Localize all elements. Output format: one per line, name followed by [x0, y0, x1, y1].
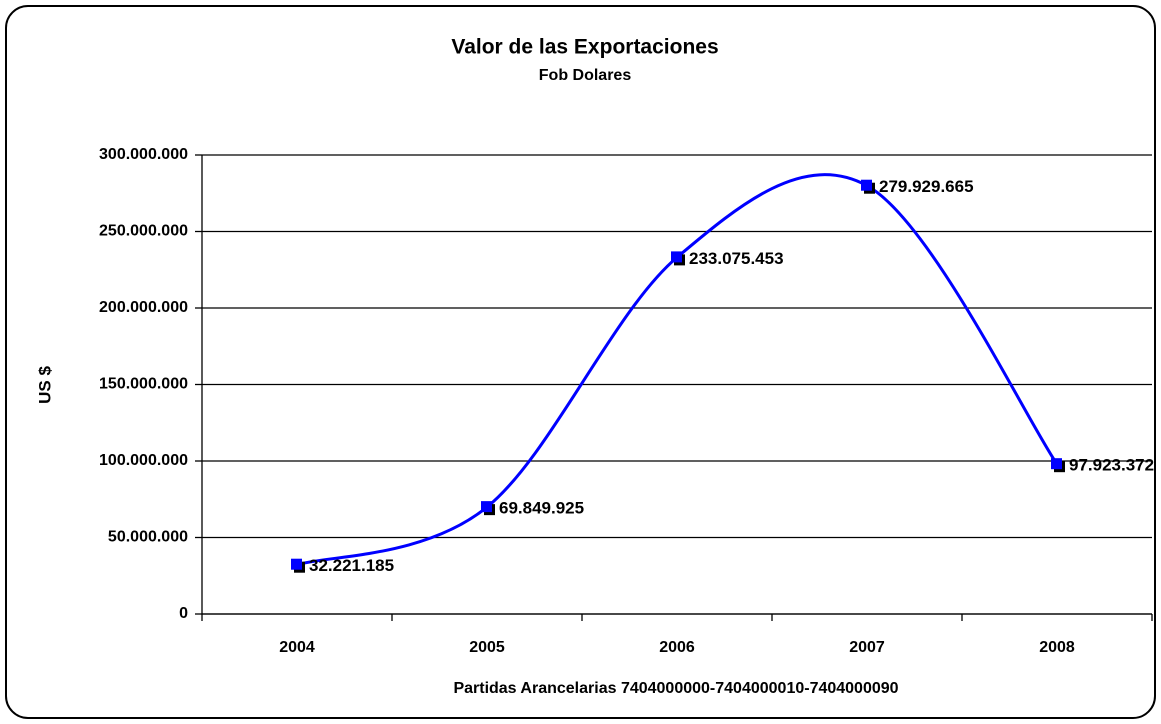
marker [671, 251, 682, 263]
data-label: 32.221.185 [309, 556, 394, 575]
x-tick-label: 2007 [849, 639, 885, 656]
y-axis-label: US $ [35, 366, 54, 404]
x-tick-label: 2008 [1039, 639, 1075, 656]
y-tick-label: 100.000.000 [99, 452, 188, 469]
marker [1051, 458, 1062, 470]
marker [481, 501, 492, 513]
data-label: 69.849.925 [499, 499, 584, 518]
marker [291, 558, 302, 570]
y-tick-label: 150.000.000 [99, 376, 188, 393]
y-tick-label: 250.000.000 [99, 223, 188, 240]
y-tick-label: 200.000.000 [99, 299, 188, 316]
y-tick-label: 300.000.000 [99, 146, 188, 163]
x-tick-label: 2006 [659, 639, 695, 656]
chart-title: Valor de las Exportaciones [451, 36, 718, 59]
x-tick-label: 2005 [469, 639, 505, 656]
data-label: 233.075.453 [689, 249, 784, 268]
x-tick-label: 2004 [279, 639, 315, 656]
marker [861, 179, 872, 191]
y-tick-label: 0 [179, 605, 188, 622]
data-label: 279.929.665 [879, 177, 974, 196]
x-axis-label: Partidas Arancelarias 7404000000-7404000… [453, 680, 898, 697]
y-tick-label: 50.000.000 [108, 529, 188, 546]
data-label: 97.923.372 [1069, 456, 1154, 475]
chart-subtitle: Fob Dolares [539, 67, 632, 84]
